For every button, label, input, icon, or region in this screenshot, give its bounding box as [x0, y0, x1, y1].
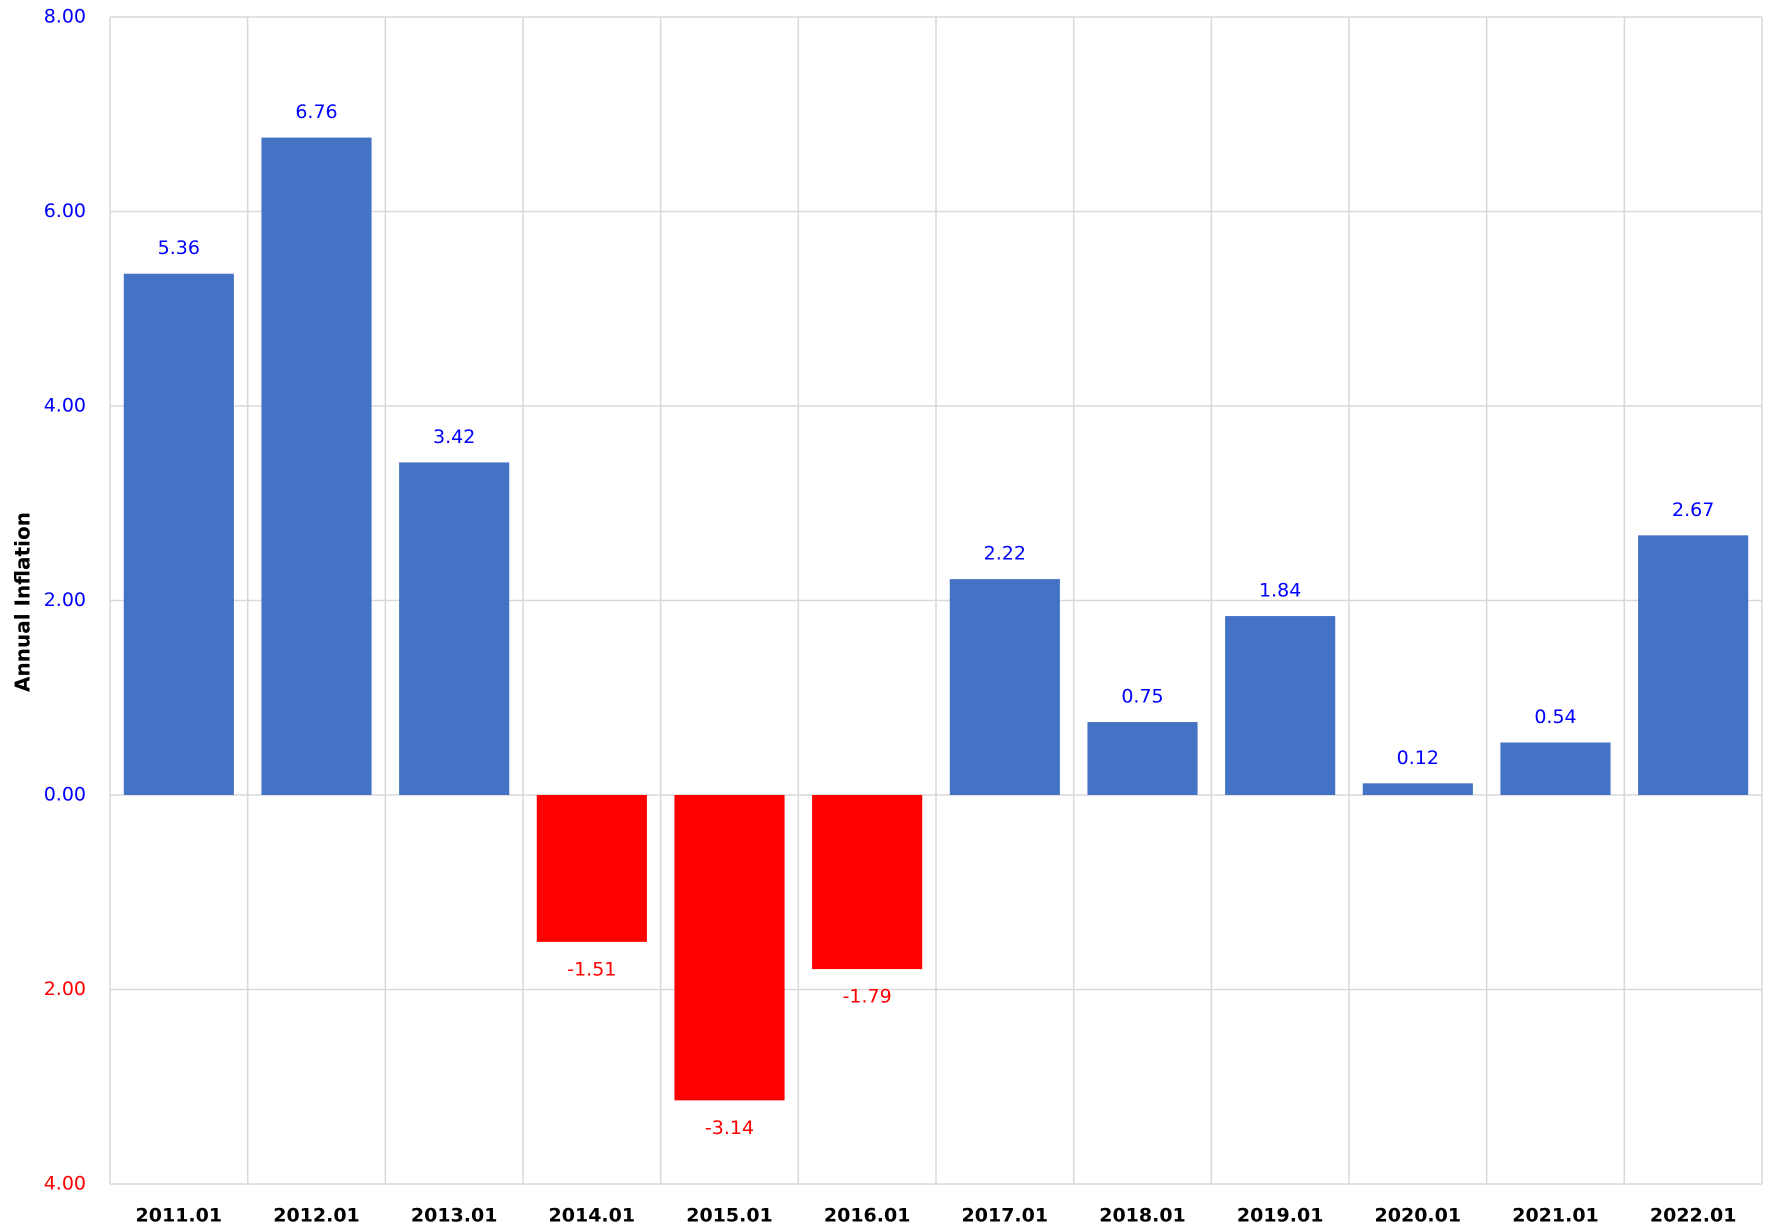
- y-tick-label: 0.00: [44, 784, 86, 806]
- y-tick-label: 8.00: [44, 6, 86, 28]
- bar: [1500, 742, 1611, 795]
- y-axis-title: Annual Inflation: [11, 512, 35, 692]
- y-tick-label: 2.00: [44, 978, 86, 1000]
- value-label: -1.79: [843, 986, 892, 1008]
- y-tick-label: 6.00: [44, 200, 86, 222]
- value-label: 0.12: [1397, 747, 1439, 769]
- x-tick-label: 2021.01: [1512, 1205, 1599, 1227]
- bar: [261, 137, 372, 796]
- x-tick-label: 2022.01: [1650, 1205, 1737, 1227]
- x-tick-label: 2011.01: [136, 1205, 223, 1227]
- bar: [812, 795, 923, 970]
- value-label: 2.67: [1672, 499, 1714, 521]
- value-label: 5.36: [158, 237, 200, 259]
- y-tick-label: 2.00: [44, 589, 86, 611]
- value-label: -3.14: [705, 1117, 754, 1139]
- bar: [1225, 616, 1336, 795]
- x-tick-label: 2015.01: [686, 1205, 773, 1227]
- value-label: 3.42: [433, 426, 475, 448]
- value-label: 1.84: [1259, 580, 1301, 602]
- x-tick-label: 2020.01: [1375, 1205, 1462, 1227]
- x-tick-label: 2017.01: [962, 1205, 1049, 1227]
- bar: [123, 273, 234, 795]
- bar: [674, 795, 785, 1101]
- bar: [399, 462, 510, 795]
- bar: [1362, 783, 1473, 795]
- bar: [536, 795, 647, 942]
- bar: [1087, 722, 1198, 795]
- value-label: 6.76: [295, 101, 337, 123]
- value-label: 0.75: [1121, 686, 1163, 708]
- value-label: -1.51: [567, 958, 616, 980]
- y-tick-label: 4.00: [44, 395, 86, 417]
- value-label: 2.22: [984, 543, 1026, 565]
- y-tick-label: 4.00: [44, 1173, 86, 1195]
- x-tick-label: 2012.01: [273, 1205, 360, 1227]
- bar: [949, 579, 1060, 795]
- x-tick-label: 2013.01: [411, 1205, 498, 1227]
- x-tick-label: 2016.01: [824, 1205, 911, 1227]
- x-tick-label: 2019.01: [1237, 1205, 1324, 1227]
- x-tick-label: 2014.01: [549, 1205, 636, 1227]
- x-tick-label: 2018.01: [1099, 1205, 1186, 1227]
- value-label: 0.54: [1534, 706, 1576, 728]
- bar: [1638, 535, 1749, 795]
